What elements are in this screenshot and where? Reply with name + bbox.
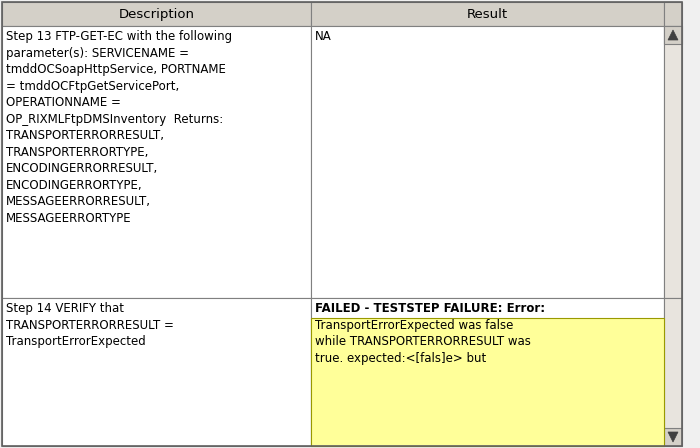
Text: Result: Result [467,8,508,21]
Bar [664,26,682,44]
Text: NA: NA [315,30,332,43]
Bar [664,298,682,428]
Text: Description: Description [118,8,195,21]
Bar [664,26,682,298]
Bar [311,318,664,446]
Bar [2,26,311,298]
Bar [2,298,311,446]
Text: TransportErrorExpected was false
while TRANSPORTERRORRESULT was
true. expected:<: TransportErrorExpected was false while T… [315,319,531,365]
Bar [2,2,311,26]
Bar [311,298,664,446]
Text: Step 13 FTP-GET-EC with the following
parameter(s): SERVICENAME =
tmddOCSoapHttp: Step 13 FTP-GET-EC with the following pa… [6,30,232,224]
Bar [311,2,664,26]
Text: Step 14 VERIFY that
TRANSPORTERRORRESULT =
TransportErrorExpected: Step 14 VERIFY that TRANSPORTERRORRESULT… [6,302,174,348]
Bar [664,428,682,446]
Bar [311,26,664,298]
Bar [664,2,682,26]
Polygon shape [668,432,678,442]
Text: FAILED - TESTSTEP FAILURE: Error:: FAILED - TESTSTEP FAILURE: Error: [315,302,545,315]
Polygon shape [668,30,678,40]
Bar [665,414,681,426]
